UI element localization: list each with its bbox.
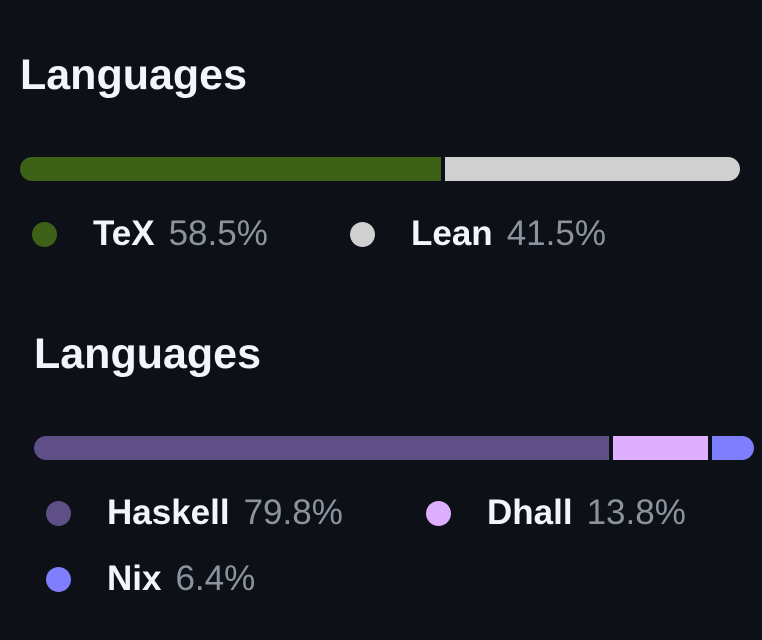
language-item-dhall[interactable]: Dhall 13.8% bbox=[414, 489, 714, 537]
languages-heading: Languages bbox=[20, 51, 247, 99]
language-item-lean[interactable]: Lean 41.5% bbox=[338, 210, 606, 258]
language-progress-bar bbox=[34, 436, 754, 460]
language-color-dot-icon bbox=[350, 221, 375, 247]
language-legend: TeX 58.5% Lean 41.5% bbox=[20, 210, 740, 276]
language-color-dot-icon bbox=[426, 500, 451, 526]
progress-segment-haskell[interactable] bbox=[34, 436, 609, 460]
language-name: Haskell bbox=[107, 493, 230, 532]
languages-panel-2: Languages Haskell 79.8% Dhall 13.8% Nix … bbox=[34, 329, 754, 621]
progress-segment-dhall[interactable] bbox=[608, 436, 708, 460]
language-item-tex[interactable]: TeX 58.5% bbox=[20, 210, 338, 258]
progress-segment-nix[interactable] bbox=[707, 436, 754, 460]
language-color-dot-icon bbox=[32, 221, 57, 247]
language-legend: Haskell 79.8% Dhall 13.8% Nix 6.4% bbox=[34, 489, 754, 621]
language-percent: 58.5% bbox=[168, 214, 268, 253]
language-percent: 13.8% bbox=[586, 493, 686, 532]
language-name: Nix bbox=[107, 559, 162, 598]
progress-segment-tex[interactable] bbox=[20, 157, 442, 181]
language-color-dot-icon bbox=[46, 500, 71, 526]
language-item-nix[interactable]: Nix 6.4% bbox=[34, 555, 255, 603]
language-percent: 6.4% bbox=[175, 559, 256, 598]
language-name: TeX bbox=[93, 214, 155, 253]
languages-heading: Languages bbox=[34, 330, 261, 378]
language-color-dot-icon bbox=[46, 566, 71, 592]
language-name: Lean bbox=[411, 214, 493, 253]
language-progress-bar bbox=[20, 157, 740, 181]
progress-segment-lean[interactable] bbox=[441, 157, 740, 181]
language-name: Dhall bbox=[487, 493, 573, 532]
languages-panel-1: Languages TeX 58.5% Lean 41.5% bbox=[20, 50, 740, 276]
language-item-haskell[interactable]: Haskell 79.8% bbox=[34, 489, 414, 537]
language-percent: 79.8% bbox=[243, 493, 343, 532]
language-percent: 41.5% bbox=[506, 214, 606, 253]
